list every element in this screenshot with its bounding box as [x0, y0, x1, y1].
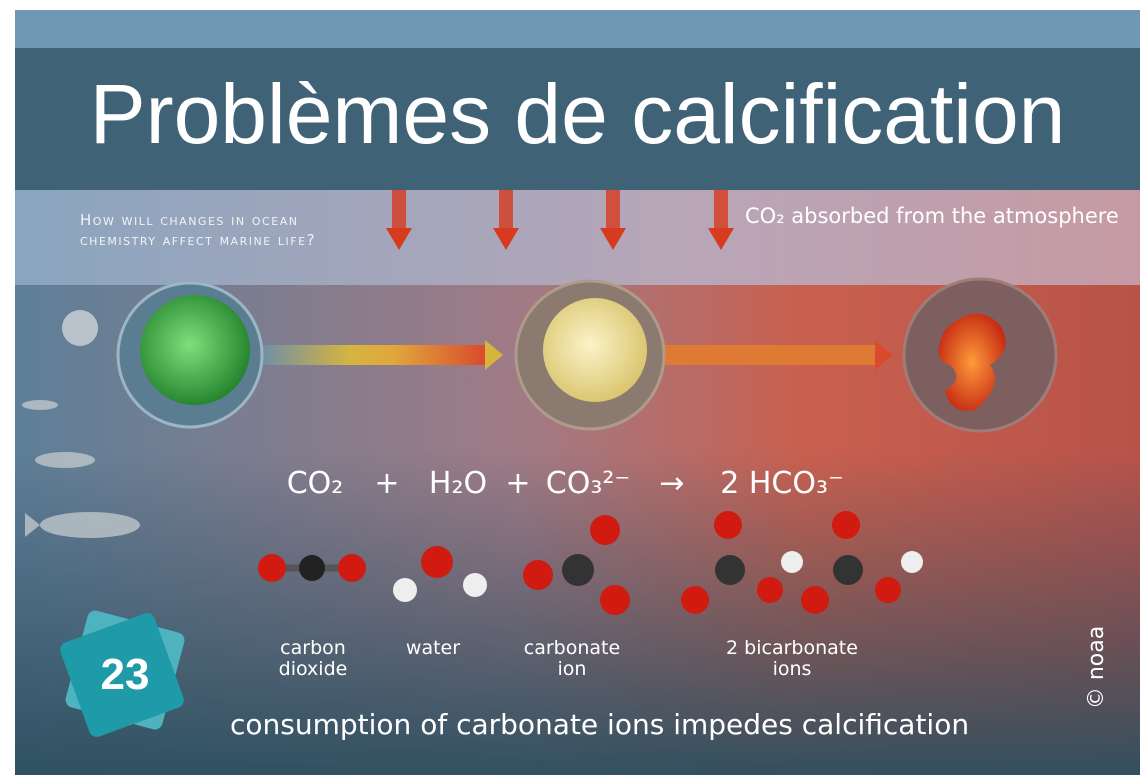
- molecule-label: water: [358, 638, 508, 659]
- slide: Problèmes de calcification How will chan…: [0, 0, 1145, 780]
- top-band: [15, 10, 1140, 50]
- equation-term: 2 HCO₃⁻: [720, 466, 844, 501]
- equation-term: →: [659, 466, 684, 501]
- molecule-label: carbonate ion: [517, 638, 627, 680]
- question: How will changes in ocean chemistry affe…: [80, 210, 380, 250]
- equation-term: CO₂: [287, 466, 344, 501]
- equation-term: +: [374, 466, 399, 501]
- atmosphere-note: CO₂ absorbed from the atmosphere: [745, 204, 1119, 228]
- molecule-label: carbon dioxide: [268, 638, 358, 680]
- equation-term: +: [505, 466, 530, 501]
- slide-title: Problèmes de calcification: [15, 64, 1140, 164]
- slide-number: 23: [95, 650, 155, 700]
- equation-term: H₂O: [429, 466, 487, 501]
- caption: consumption of carbonate ions impedes ca…: [230, 708, 969, 741]
- equation-term: CO₃²⁻: [546, 466, 630, 501]
- credit: © noaa: [1084, 626, 1109, 709]
- molecule-label: 2 bicarbonate ions: [717, 638, 867, 680]
